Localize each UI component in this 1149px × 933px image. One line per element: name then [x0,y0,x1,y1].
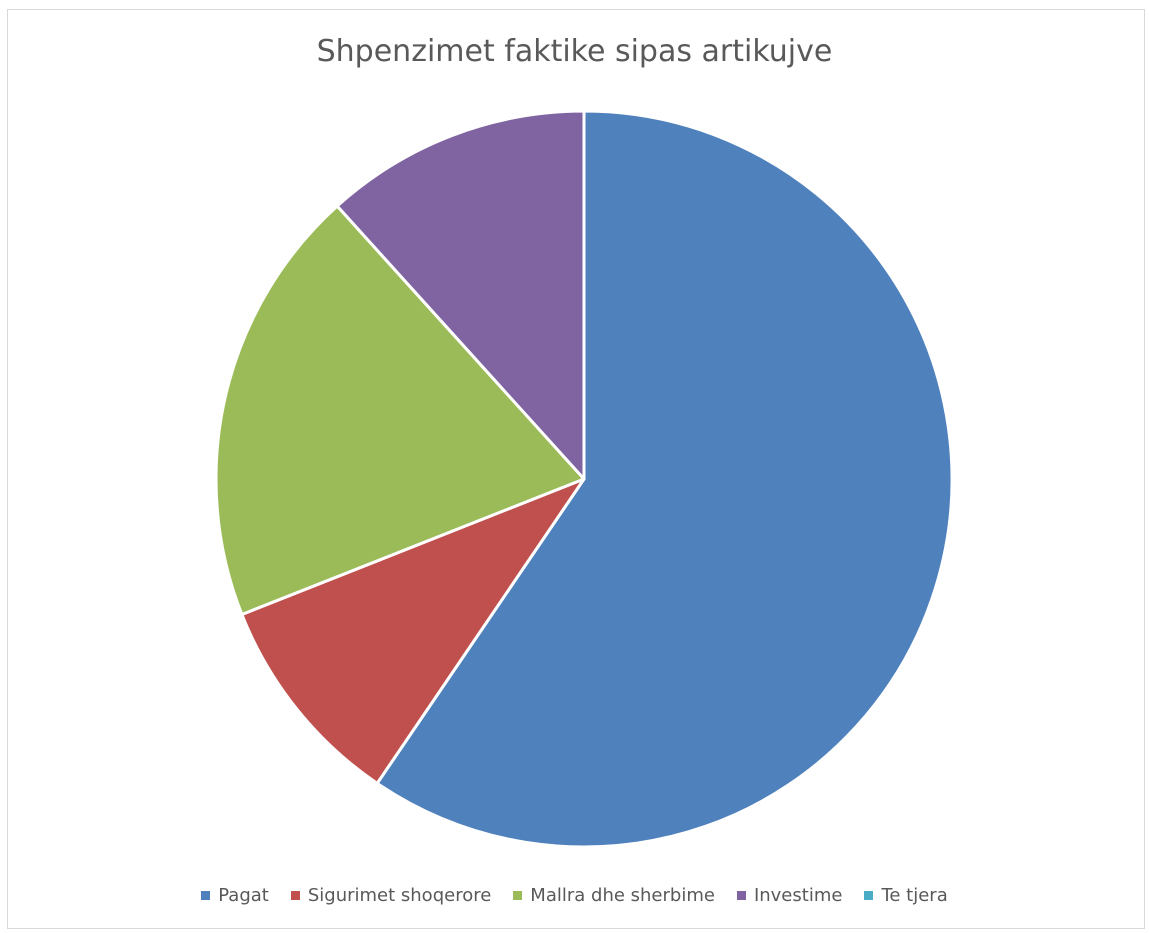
legend-item: Te tjera [864,885,948,906]
legend-item: Mallra dhe sherbime [513,885,715,906]
legend-label: Mallra dhe sherbime [530,885,715,906]
legend-label: Te tjera [881,885,948,906]
legend-item: Investime [736,885,843,906]
legend-label: Investime [753,885,843,906]
legend-swatch [864,891,874,900]
chart-title: Shpenzimet faktike sipas artikujve [316,34,833,69]
legend-item: Sigurimet shoqerore [290,885,492,906]
pie-slice-sigurimet-shoqerore [240,477,586,785]
legend-label: Pagat [218,885,269,906]
pie-slice-mallra-dhe-sherbime [214,204,586,616]
legend-swatch [201,891,211,900]
legend-swatch [736,891,746,900]
pie-slice-investime [335,109,586,481]
legend-swatch [290,891,300,900]
legend-swatch [513,891,523,900]
legend-item: Pagat [201,885,269,906]
pie-slice-pagat [375,109,954,849]
legend-label: Sigurimet shoqerore [307,885,492,906]
chart-legend: Pagat Sigurimet shoqerore Mallra dhe sherb… [0,885,1149,906]
